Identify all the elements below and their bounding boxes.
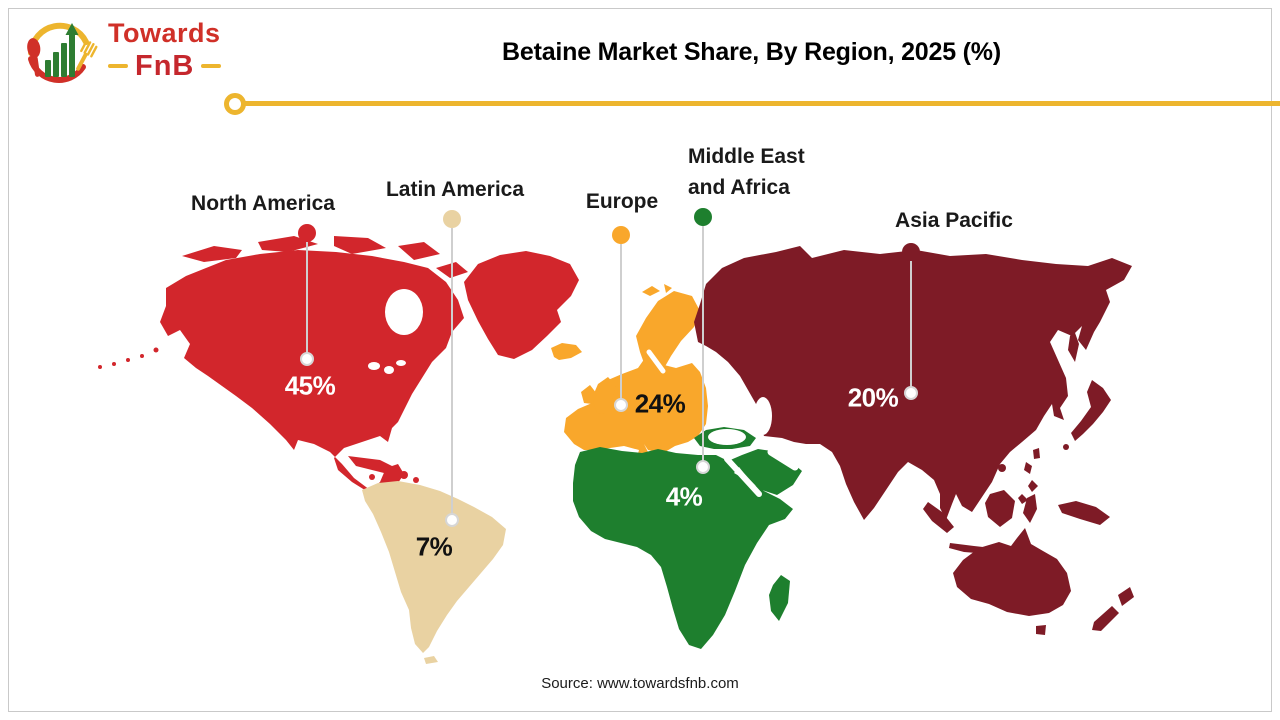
towardsfnb-logo-icon bbox=[27, 22, 98, 83]
red-sea bbox=[724, 456, 762, 497]
page-title: Betaine Market Share, By Region, 2025 (%… bbox=[502, 38, 1001, 66]
source-text: Source: www.towardsfnb.com bbox=[541, 675, 739, 692]
map-region-north-america bbox=[98, 236, 579, 522]
towardsfnb-logo: Towards FnB bbox=[22, 12, 222, 88]
great-lakes bbox=[384, 366, 394, 374]
map-region-asia-pacific bbox=[694, 246, 1134, 635]
logo-dash-right bbox=[201, 64, 222, 68]
black-sea bbox=[708, 429, 746, 445]
baltic-sea bbox=[646, 349, 666, 374]
map-region-middle-east-africa bbox=[573, 427, 802, 649]
logo-brand-name: Towards bbox=[108, 17, 221, 48]
caspian-sea bbox=[754, 397, 772, 435]
map-region-europe bbox=[551, 284, 708, 468]
persian-gulf bbox=[767, 448, 799, 471]
divider-ring bbox=[224, 93, 246, 115]
great-lakes bbox=[368, 362, 380, 370]
logo-fork-icon bbox=[76, 40, 98, 71]
logo-dash-left bbox=[108, 64, 128, 68]
logo-spoon-icon bbox=[27, 38, 41, 77]
map-region-latin-america bbox=[362, 481, 506, 664]
hudson-bay bbox=[385, 289, 423, 335]
logo-brand-sub: FnB bbox=[135, 49, 195, 82]
divider-line bbox=[245, 101, 1280, 106]
great-lakes bbox=[396, 360, 406, 366]
map-sea-overlays bbox=[368, 289, 799, 497]
logo-bars-icon bbox=[45, 23, 79, 77]
